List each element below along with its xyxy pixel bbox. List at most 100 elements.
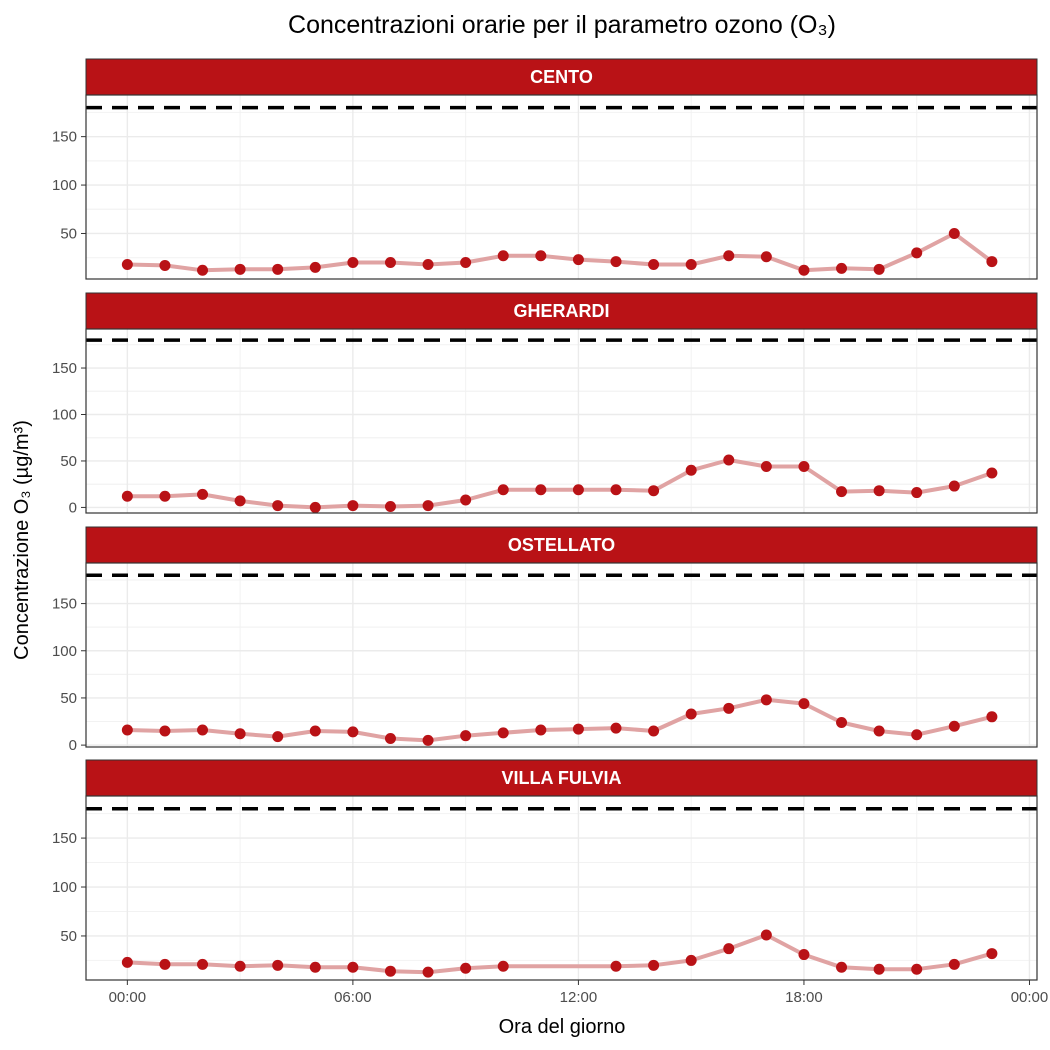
y-tick-label: 0 <box>69 737 77 754</box>
x-axis-title: Ora del giorno <box>499 1016 626 1038</box>
data-point <box>798 698 810 710</box>
chart-title: Concentrazioni orarie per il parametro o… <box>288 11 836 39</box>
data-point <box>497 960 509 972</box>
data-point <box>234 495 246 507</box>
data-point <box>197 958 209 970</box>
y-tick-label: 150 <box>52 830 77 847</box>
data-point <box>836 716 848 728</box>
data-point <box>121 490 133 502</box>
data-point <box>197 488 209 500</box>
data-point <box>460 257 472 269</box>
data-point <box>159 958 171 970</box>
data-point <box>422 966 434 978</box>
data-point <box>535 724 547 736</box>
data-point <box>272 500 284 512</box>
data-point <box>497 250 509 262</box>
data-point <box>986 256 998 268</box>
panel-border <box>85 562 1038 748</box>
data-point <box>460 730 472 742</box>
y-tick-label: 150 <box>52 360 77 377</box>
strip-background <box>85 759 1038 797</box>
data-point <box>497 727 509 739</box>
data-point <box>760 461 772 473</box>
data-point <box>986 711 998 723</box>
data-point <box>460 962 472 974</box>
data-point <box>648 485 660 497</box>
data-point <box>309 261 321 273</box>
x-tick-label: 06:00 <box>334 989 372 1006</box>
panel-border <box>85 94 1038 280</box>
data-point <box>948 480 960 492</box>
data-point <box>197 724 209 736</box>
data-point <box>497 484 509 496</box>
data-point <box>535 484 547 496</box>
data-point <box>121 956 133 968</box>
y-tick-label: 100 <box>52 643 77 660</box>
panel-villa-fulvia: VILLA FULVIA 50 100 150 <box>52 759 1038 981</box>
y-tick-label: 150 <box>52 129 77 146</box>
data-point <box>986 948 998 960</box>
series-line <box>127 231 994 273</box>
data-point <box>197 264 209 276</box>
series-line <box>127 697 993 743</box>
x-axis: 00:00 06:00 12:00 18:00 00:00 <box>109 980 1048 1006</box>
data-point <box>159 259 171 271</box>
facet-panels: CENTO 50 100 150 GHERARDI 0 50 100 150 OSTELLATO 0… <box>52 58 1038 981</box>
y-tick-label: 0 <box>69 499 77 516</box>
y-axis-title: Concentrazione O₃ (µg/m³) <box>11 420 33 660</box>
data-point <box>272 731 284 743</box>
data-point <box>685 954 697 966</box>
y-tick-label: 50 <box>60 453 77 470</box>
data-point <box>347 500 359 512</box>
data-point <box>272 263 284 275</box>
data-point <box>309 961 321 973</box>
series-line <box>127 458 993 510</box>
data-point <box>347 726 359 738</box>
data-point <box>911 963 923 975</box>
x-tick-label: 12:00 <box>560 989 598 1006</box>
data-point <box>760 929 772 941</box>
strip-label: CENTO <box>530 67 593 87</box>
y-tick-label: 50 <box>60 225 77 242</box>
data-point <box>836 486 848 498</box>
data-point <box>648 959 660 971</box>
data-point <box>234 263 246 275</box>
data-point <box>384 257 396 269</box>
strip-background <box>85 526 1038 564</box>
data-point <box>948 227 960 239</box>
y-tick-label: 50 <box>60 690 77 707</box>
y-tick-label: 100 <box>52 879 77 896</box>
data-point <box>309 725 321 737</box>
data-point <box>422 500 434 512</box>
data-point <box>572 723 584 735</box>
data-point <box>121 258 133 270</box>
data-point <box>873 725 885 737</box>
data-point <box>948 720 960 732</box>
data-point <box>836 262 848 274</box>
data-point <box>309 501 321 513</box>
data-point <box>685 464 697 476</box>
data-point <box>836 961 848 973</box>
data-point <box>873 485 885 497</box>
data-point <box>948 958 960 970</box>
data-point <box>572 484 584 496</box>
strip-background <box>85 58 1038 96</box>
data-point <box>798 264 810 276</box>
x-tick-label: 00:00 <box>109 989 147 1006</box>
series-line <box>127 933 993 975</box>
y-tick-label: 100 <box>52 177 77 194</box>
strip-label: GHERARDI <box>513 301 609 321</box>
y-tick-label: 100 <box>52 406 77 423</box>
data-point <box>422 258 434 270</box>
panel-border <box>85 795 1038 981</box>
panel-border <box>85 328 1038 514</box>
data-point <box>422 734 434 746</box>
x-tick-label: 18:00 <box>785 989 823 1006</box>
data-point <box>347 961 359 973</box>
data-point <box>873 263 885 275</box>
data-point <box>159 725 171 737</box>
data-point <box>873 963 885 975</box>
data-point <box>760 694 772 706</box>
data-point <box>610 484 622 496</box>
data-point <box>911 487 923 499</box>
